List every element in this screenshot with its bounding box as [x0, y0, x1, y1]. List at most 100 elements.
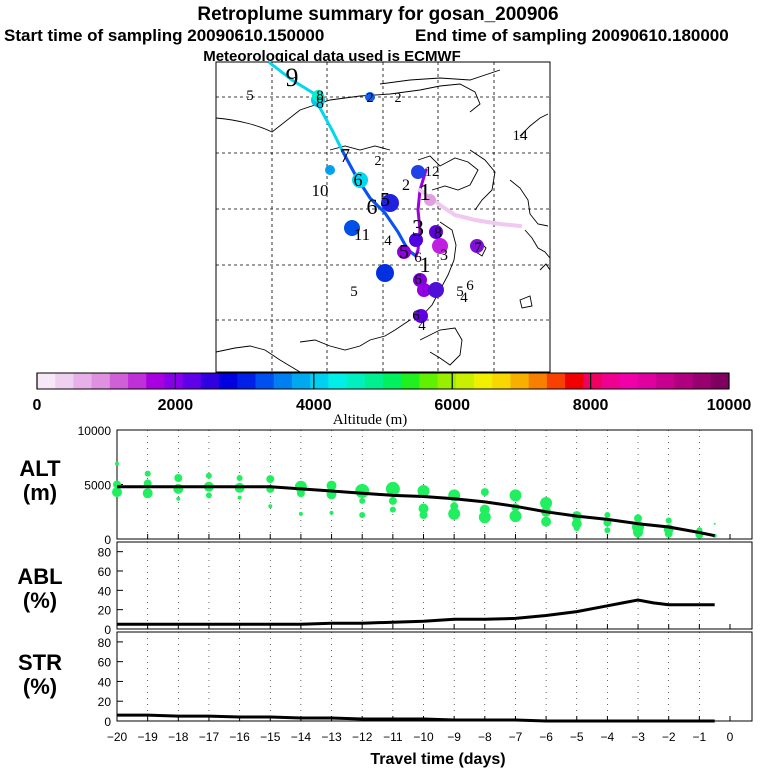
map-point-label: 4: [384, 233, 392, 249]
colorbar-swatch: [437, 373, 457, 389]
map-point-label: 6: [466, 278, 474, 294]
ytick-label: 20: [98, 604, 112, 618]
colorbar-swatch: [291, 373, 311, 389]
trajectory-point: [312, 90, 324, 102]
map-point-label: 10: [312, 181, 329, 200]
xtick-label: −15: [260, 730, 281, 744]
altitude-point: [115, 461, 119, 466]
abl-line: [117, 598, 715, 626]
colorbar-tick-label: 6000: [434, 397, 470, 414]
ytick-label: 60: [98, 656, 112, 670]
map-point-label: 2: [402, 177, 410, 194]
altitude-point: [417, 485, 430, 497]
colorbar-swatch: [109, 373, 129, 389]
colorbar-swatch: [73, 373, 93, 389]
altitude-point: [665, 517, 672, 524]
panel-abl: ABL(%) 80 60 40 20 0: [17, 541, 753, 637]
map-point-label: 8: [316, 95, 324, 112]
map-point-label: 2: [375, 154, 382, 169]
map-point-label: 6: [354, 170, 363, 190]
time-series-panels: ALT(m)1000050000ABL(%)806040200STR(%)806…: [17, 424, 753, 768]
altitude-point: [296, 489, 305, 498]
map-point-label: 7: [340, 145, 350, 167]
map-point-label: 12: [425, 164, 440, 180]
colorbar-swatch: [310, 373, 329, 389]
panel-ylabel: STR: [18, 650, 62, 675]
trajectory-point: [409, 233, 423, 247]
map-point-label: 8: [316, 88, 324, 104]
map-gridlines: [216, 62, 550, 372]
altitude-point: [359, 497, 366, 504]
trajectory-point: [352, 172, 368, 188]
altitude-point: [266, 475, 275, 484]
colorbar-swatch: [346, 373, 366, 389]
xtick-label: −1: [693, 730, 707, 744]
colorbar-tick-label: 8000: [573, 397, 609, 414]
colorbar-swatch: [692, 373, 712, 389]
panel-alt: ALT(m) 10000 5000 0: [19, 424, 753, 547]
colorbar-swatch: [55, 373, 74, 389]
altitude-point: [418, 503, 429, 514]
altitude-point: [174, 474, 183, 482]
altitude-point: [540, 497, 553, 509]
colorbar-swatch: [128, 373, 147, 389]
map-point-label: 6: [412, 308, 420, 324]
trajectory-east: [418, 188, 522, 228]
colorbar-swatch: [383, 373, 402, 389]
ytick-label: 40: [98, 584, 112, 598]
altitude-point: [326, 480, 337, 491]
xtick-label: −11: [383, 730, 403, 744]
map-point-label: 3: [440, 247, 448, 264]
panel-ylabel-unit: (%): [23, 588, 57, 613]
altitude-point: [713, 522, 716, 525]
altitude-point: [571, 518, 582, 529]
altitude-point: [419, 511, 428, 519]
colorbar-swatch: [474, 373, 493, 389]
figure-title: Retroplume summary for gosan_200906: [197, 4, 558, 25]
map-point-label: 5: [456, 284, 464, 300]
ytick-label: 5000: [84, 479, 111, 493]
colorbar-swatch: [601, 373, 621, 389]
altitude-point: [388, 496, 397, 505]
panel-frame: [116, 429, 753, 540]
map-point-label: 6: [414, 272, 422, 288]
trajectory-point: [428, 282, 444, 298]
altitude-colorbar: 0 2000 4000 6000 8000 10000 Altitude (m): [33, 372, 751, 428]
start-time: Start time of sampling 20090610.150000: [4, 26, 324, 45]
colorbar-swatch: [492, 373, 511, 389]
xtick-label: −10: [413, 730, 434, 744]
xtick-label: −18: [168, 730, 189, 744]
colorbar-tick-label: 0: [33, 397, 42, 414]
altitude-point: [541, 516, 552, 527]
xtick-label: −9: [447, 730, 461, 744]
altitude-point: [329, 510, 334, 515]
colorbar-swatch: [219, 373, 238, 389]
colorbar-swatch: [182, 373, 202, 389]
colorbar-label: Altitude (m): [333, 412, 408, 428]
altitude-point: [389, 506, 396, 513]
map-point-label: 1: [419, 180, 431, 206]
colorbar-swatch: [656, 373, 675, 389]
colorbar-swatch: [455, 373, 475, 389]
str-line: [117, 713, 715, 723]
panel-frame: [116, 631, 753, 722]
altitude-point: [573, 525, 580, 532]
colorbar-swatch: [510, 373, 530, 389]
colorbar-tick-label: 4000: [296, 397, 332, 414]
xtick-label: −12: [352, 730, 373, 744]
map-point-label: 14: [513, 128, 529, 144]
ytick-label: 20: [98, 695, 112, 709]
altitude-point: [604, 527, 611, 534]
colorbar-swatch: [710, 373, 730, 389]
altitude-point: [112, 487, 122, 498]
map-point-label: 2: [395, 91, 402, 106]
panel-ylabel-unit: (m): [23, 480, 57, 505]
ytick-label: 60: [98, 565, 112, 579]
panel-frame: [116, 541, 753, 630]
map-circles: [311, 90, 484, 323]
altitude-point: [604, 512, 611, 518]
colorbar-swatch: [200, 373, 220, 389]
map-frame: [215, 61, 551, 373]
